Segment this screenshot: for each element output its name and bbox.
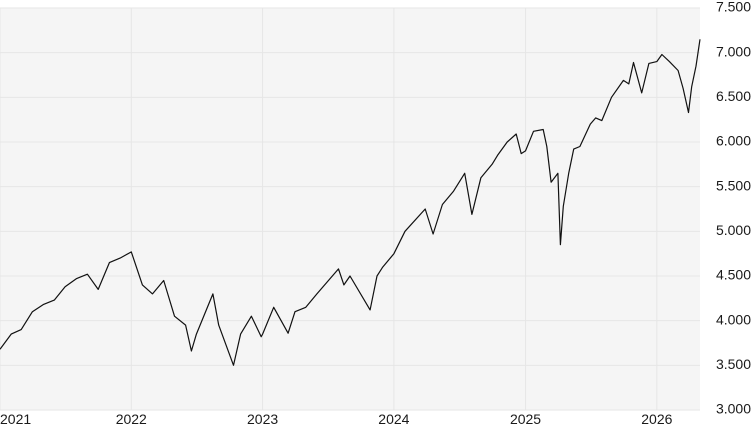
y-tick-label: 6.500 bbox=[716, 88, 751, 104]
plot-background bbox=[0, 8, 700, 410]
y-tick-label: 5.500 bbox=[716, 177, 751, 193]
series-line bbox=[0, 39, 701, 366]
y-tick-label: 5.000 bbox=[716, 222, 751, 238]
y-axis-ticks: 3.000 3.500 4.000 4.500 5.000 5.500 6.000 6.500… bbox=[716, 0, 751, 417]
y-tick-label: 4.000 bbox=[716, 311, 751, 327]
y-tick-label: 7.000 bbox=[716, 43, 751, 59]
x-tick-label: 2026 bbox=[641, 411, 672, 427]
y-tick-label: 4.500 bbox=[716, 267, 751, 283]
x-tick-label: 2024 bbox=[378, 411, 409, 427]
x-tick-label: 2025 bbox=[510, 411, 541, 427]
x-tick-label: 2022 bbox=[116, 411, 147, 427]
x-tick-label: 2021 bbox=[0, 411, 31, 427]
y-tick-label: 7.500 bbox=[716, 0, 751, 15]
series-group bbox=[0, 39, 701, 366]
grid-lines bbox=[0, 7, 700, 411]
y-tick-label: 3.000 bbox=[716, 401, 751, 417]
x-tick-label: 2023 bbox=[247, 411, 278, 427]
y-tick-label: 6.000 bbox=[716, 133, 751, 149]
y-tick-label: 3.500 bbox=[716, 356, 751, 372]
x-axis-ticks: 2021 2022 2023 2024 2025 2026 bbox=[0, 411, 673, 427]
